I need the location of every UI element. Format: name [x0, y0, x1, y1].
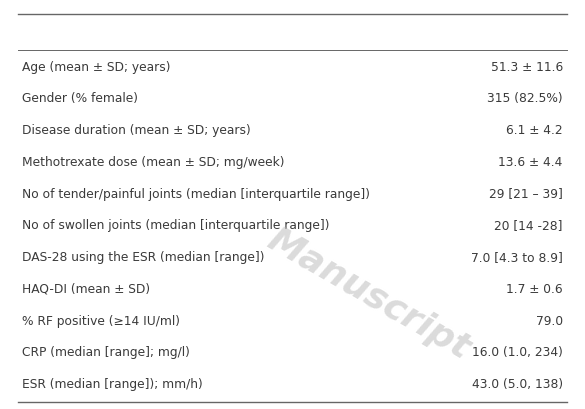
Text: HAQ-DI (mean ± SD): HAQ-DI (mean ± SD) — [22, 283, 150, 296]
Text: DAS-28 using the ESR (median [range]): DAS-28 using the ESR (median [range]) — [22, 251, 265, 264]
Text: Disease duration (mean ± SD; years): Disease duration (mean ± SD; years) — [22, 124, 251, 137]
Text: Methotrexate dose (mean ± SD; mg/week): Methotrexate dose (mean ± SD; mg/week) — [22, 156, 285, 169]
Text: No of swollen joints (median [interquartile range]): No of swollen joints (median [interquart… — [22, 219, 330, 232]
Text: CRP (median [range]; mg/l): CRP (median [range]; mg/l) — [22, 346, 190, 359]
Text: 43.0 (5.0, 138): 43.0 (5.0, 138) — [472, 378, 563, 391]
Text: Gender (% female): Gender (% female) — [22, 92, 138, 105]
Text: ESR (median [range]); mm/h): ESR (median [range]); mm/h) — [22, 378, 203, 391]
Text: 20 [14 -28]: 20 [14 -28] — [494, 219, 563, 232]
Text: % RF positive (≥14 IU/ml): % RF positive (≥14 IU/ml) — [22, 315, 180, 328]
Text: 1.7 ± 0.6: 1.7 ± 0.6 — [506, 283, 563, 296]
Text: 29 [21 – 39]: 29 [21 – 39] — [489, 187, 563, 200]
Text: 79.0: 79.0 — [536, 315, 563, 328]
Text: 6.1 ± 4.2: 6.1 ± 4.2 — [506, 124, 563, 137]
Text: Age (mean ± SD; years): Age (mean ± SD; years) — [22, 61, 171, 74]
Text: 7.0 [4.3 to 8.9]: 7.0 [4.3 to 8.9] — [471, 251, 563, 264]
Text: 315 (82.5%): 315 (82.5%) — [487, 92, 563, 105]
Text: 51.3 ± 11.6: 51.3 ± 11.6 — [490, 61, 563, 74]
Text: No of tender/painful joints (median [interquartile range]): No of tender/painful joints (median [int… — [22, 187, 370, 200]
Text: Manuscript: Manuscript — [261, 223, 476, 366]
Text: 13.6 ± 4.4: 13.6 ± 4.4 — [498, 156, 563, 169]
Text: 16.0 (1.0, 234): 16.0 (1.0, 234) — [472, 346, 563, 359]
